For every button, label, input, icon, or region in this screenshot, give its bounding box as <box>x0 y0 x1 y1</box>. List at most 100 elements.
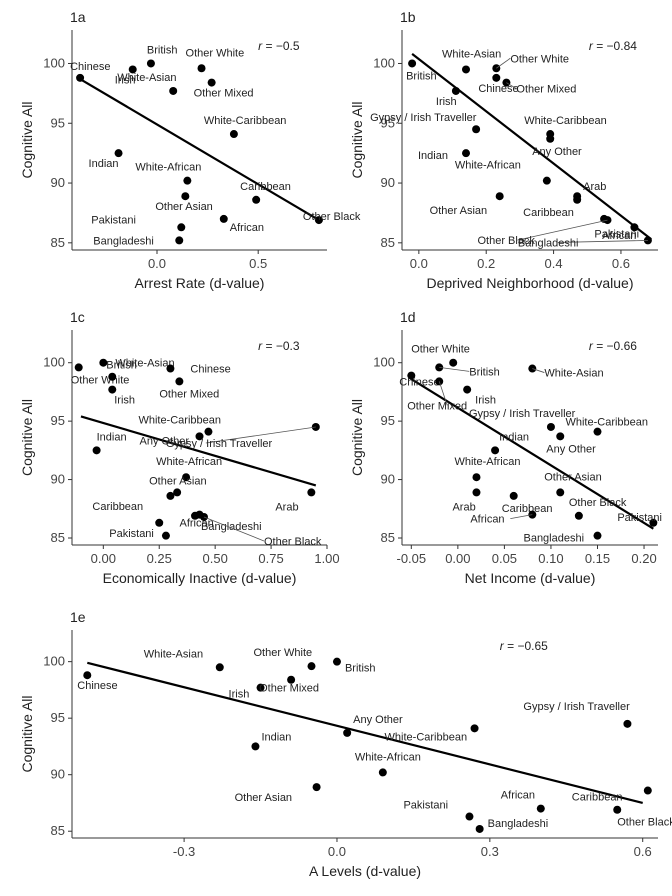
data-point-pakistani <box>649 518 658 527</box>
data-point-irish <box>463 385 472 394</box>
label-leader-line <box>203 516 265 542</box>
point-label-african: African <box>230 222 264 234</box>
label-leader-line <box>496 57 511 69</box>
data-point-bangladeshi <box>593 531 602 540</box>
r-value: = −0.3 <box>262 339 300 353</box>
point-label-african: African <box>501 790 535 802</box>
x-axis-title: Deprived Neighborhood (d-value) <box>426 275 633 291</box>
y-tick-label: 90 <box>381 472 395 487</box>
point-label-other-asian: Other Asian <box>430 205 487 217</box>
panel-1d: 1d 85 90 95 100 -0.05 0.00 0.05 0.10 0.15 0.20 Net … <box>349 309 662 586</box>
point-label-other-white: Other White <box>253 647 312 659</box>
data-point-pakistani <box>177 223 186 232</box>
data-point-irish <box>108 385 117 394</box>
regression-line <box>411 53 652 241</box>
point-label-white-asian: White-Asian <box>544 368 603 380</box>
data-point-white-asian <box>215 663 224 672</box>
data-point-white-african <box>472 473 481 482</box>
data-point-any-other <box>343 728 352 737</box>
point-label-irish: Irish <box>114 395 135 407</box>
point-label-bangladeshi: Bangladeshi <box>488 818 549 830</box>
point-label-indian: Indian <box>418 150 448 162</box>
y-tick-label: 100 <box>43 55 65 70</box>
data-point-arab <box>307 488 316 497</box>
data-point-gypsy-irish-traveller <box>472 125 481 134</box>
point-label-white-african: White-African <box>454 456 520 468</box>
data-point-white-caribbean <box>229 130 238 139</box>
data-point-bangladeshi <box>191 511 200 520</box>
y-tick-label: 95 <box>51 413 65 428</box>
label-leader-line <box>557 240 648 243</box>
x-axis-title: Economically Inactive (d-value) <box>103 570 297 586</box>
point-label-other-white: Other White <box>71 374 130 386</box>
point-label-any-other: Any Other <box>546 443 596 455</box>
data-point-pakistani <box>630 223 639 232</box>
panel-label: 1d <box>400 309 416 325</box>
y-tick-label: 90 <box>51 767 65 782</box>
data-point-indian <box>491 446 500 455</box>
panel-label: 1b <box>400 9 416 25</box>
data-point-african <box>536 804 545 813</box>
point-label-arab: Arab <box>275 501 298 513</box>
data-point-other-mixed <box>175 377 184 386</box>
r-value: = −0.65 <box>504 639 548 653</box>
point-label-white-caribbean: White-Caribbean <box>385 731 468 743</box>
point-label-any-other: Any Other <box>140 435 190 447</box>
point-label-white-african: White-African <box>156 456 222 468</box>
regression-line <box>80 415 317 487</box>
x-axis-title: Net Income (d-value) <box>465 570 596 586</box>
panel-label: 1e <box>70 609 86 625</box>
point-label-bangladeshi: Bangladeshi <box>201 521 262 533</box>
x-tick-label: 1.00 <box>314 551 339 566</box>
x-tick-label: 0.0 <box>148 256 166 271</box>
data-point-british <box>146 59 155 68</box>
point-label-other-asian: Other Asian <box>155 201 212 213</box>
point-label-other-mixed: Other Mixed <box>159 388 219 400</box>
data-point-british <box>408 59 417 68</box>
label-leader-line <box>205 426 316 444</box>
x-tick-label: 0.00 <box>445 551 470 566</box>
y-axis-title: Cognitive All <box>19 101 35 178</box>
data-point-other-mixed <box>207 78 216 87</box>
point-label-white-caribbean: White-Caribbean <box>204 115 287 127</box>
data-point-white-asian <box>462 65 470 74</box>
point-label-gypsy-irish-traveller: Gypsy / Irish Traveller <box>370 112 477 124</box>
point-label-gypsy-irish-traveller: Gypsy / Irish Traveller <box>523 701 630 713</box>
point-label-british: British <box>345 663 376 675</box>
point-label-arab: Arab <box>452 501 475 513</box>
y-tick-label: 100 <box>373 355 395 370</box>
data-point-caribbean <box>166 491 175 500</box>
r-symbol: r <box>258 339 263 353</box>
point-label-caribbean: Caribbean <box>240 181 291 193</box>
point-label-british: British <box>469 366 500 378</box>
point-label-bangladeshi: Bangladeshi <box>523 533 584 545</box>
point-label-white-asian: White-Asian <box>115 358 174 370</box>
point-label-gypsy-irish-traveller: Gypsy / Irish Traveller <box>469 408 576 420</box>
point-label-african: African <box>602 230 636 242</box>
point-label-british: British <box>106 360 137 372</box>
data-point-other-asian <box>312 783 321 792</box>
point-label-caribbean: Caribbean <box>523 207 574 219</box>
y-axis-title: Cognitive All <box>19 399 35 476</box>
y-tick-label: 90 <box>51 175 65 190</box>
r-value: = −0.66 <box>593 339 637 353</box>
x-tick-label: 0.25 <box>147 551 172 566</box>
point-label-chinese: Chinese <box>190 364 230 376</box>
x-tick-label: 0.15 <box>585 551 610 566</box>
data-point-other-white <box>307 662 316 671</box>
point-label-other-black: Other Black <box>264 536 322 548</box>
regression-line <box>410 378 654 530</box>
y-axis-title: Cognitive All <box>19 695 35 772</box>
y-tick-label: 95 <box>381 115 395 130</box>
y-tick-label: 85 <box>381 530 395 545</box>
point-label-other-white: Other White <box>186 47 245 59</box>
panel-label: 1c <box>70 309 85 325</box>
point-label-bangladeshi: Bangladeshi <box>518 237 579 249</box>
data-point-other-asian <box>495 192 504 201</box>
correlation-annotation: r = −0.84 <box>589 39 637 53</box>
point-label-white-african: White-African <box>455 160 521 172</box>
x-tick-label: 0.2 <box>477 256 495 271</box>
data-point-chinese <box>83 671 92 680</box>
data-point-white-african <box>542 176 551 185</box>
label-leader-line <box>517 219 608 241</box>
